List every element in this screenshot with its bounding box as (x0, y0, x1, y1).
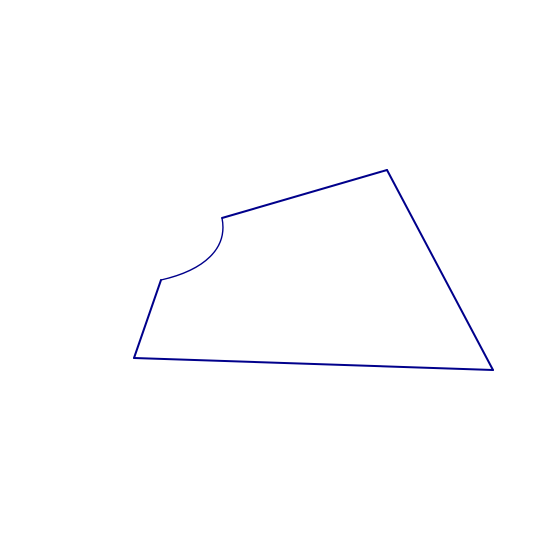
figure-outline (133, 169, 494, 371)
edge-top (221, 169, 388, 219)
notch-arc (160, 217, 224, 281)
edge-right (386, 169, 494, 371)
edge-left (133, 279, 162, 359)
edge-bottom (133, 357, 494, 371)
